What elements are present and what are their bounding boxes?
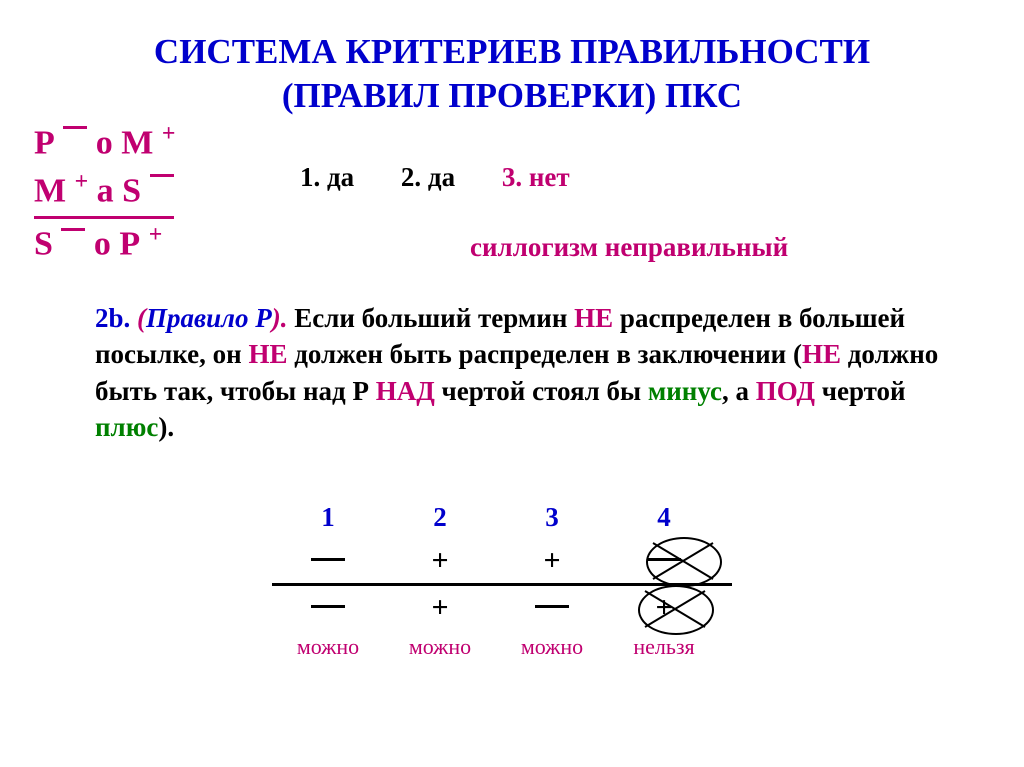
verdict-text: силлогизм неправильный bbox=[470, 232, 788, 263]
table-headers: 1 2 3 4 bbox=[272, 502, 732, 533]
syllogism-formula: P o M + M + a S S o P + bbox=[34, 118, 175, 268]
crossed-circle-top bbox=[646, 537, 722, 587]
top-sign-2: + bbox=[384, 541, 496, 581]
rule-paragraph: 2b. (Правило Р). Если больший термин НЕ … bbox=[95, 300, 959, 446]
bottom-sign-2: + bbox=[384, 588, 496, 628]
crossed-circle-bottom bbox=[638, 585, 714, 635]
bottom-sign-1 bbox=[272, 588, 384, 628]
syllogism-row-1: P o M + bbox=[34, 118, 175, 166]
syllogism-row-3: S o P + bbox=[34, 219, 175, 267]
bottom-sign-3 bbox=[496, 588, 608, 628]
answers-row: 1. да 2. да 3. нет bbox=[300, 162, 610, 193]
answer-2: 2. да bbox=[401, 162, 455, 192]
top-sign-4 bbox=[608, 541, 720, 581]
top-signs-row: + + bbox=[272, 541, 732, 581]
col-header-4: 4 bbox=[608, 502, 720, 533]
col-header-2: 2 bbox=[384, 502, 496, 533]
top-sign-1 bbox=[272, 541, 384, 581]
syllogism-row-2: M + a S bbox=[34, 166, 175, 219]
slide-title: СИСТЕМА КРИТЕРИЕВ ПРАВИЛЬНОСТИ (ПРАВИЛ П… bbox=[0, 0, 1024, 118]
title-line-1: СИСТЕМА КРИТЕРИЕВ ПРАВИЛЬНОСТИ bbox=[0, 30, 1024, 74]
col-header-1: 1 bbox=[272, 502, 384, 533]
label-2: можно bbox=[384, 634, 496, 660]
label-3: можно bbox=[496, 634, 608, 660]
sign-rows: + + + + bbox=[272, 541, 732, 628]
signs-table: 1 2 3 4 + + + + можно можно bbox=[272, 502, 732, 660]
label-4: нельзя bbox=[608, 634, 720, 660]
title-line-2: (ПРАВИЛ ПРОВЕРКИ) ПКС bbox=[0, 74, 1024, 118]
table-labels: можно можно можно нельзя bbox=[272, 634, 732, 660]
col-header-3: 3 bbox=[496, 502, 608, 533]
top-sign-3: + bbox=[496, 541, 608, 581]
label-1: можно bbox=[272, 634, 384, 660]
answer-1: 1. да bbox=[300, 162, 354, 192]
answer-3: 3. нет bbox=[502, 162, 570, 192]
